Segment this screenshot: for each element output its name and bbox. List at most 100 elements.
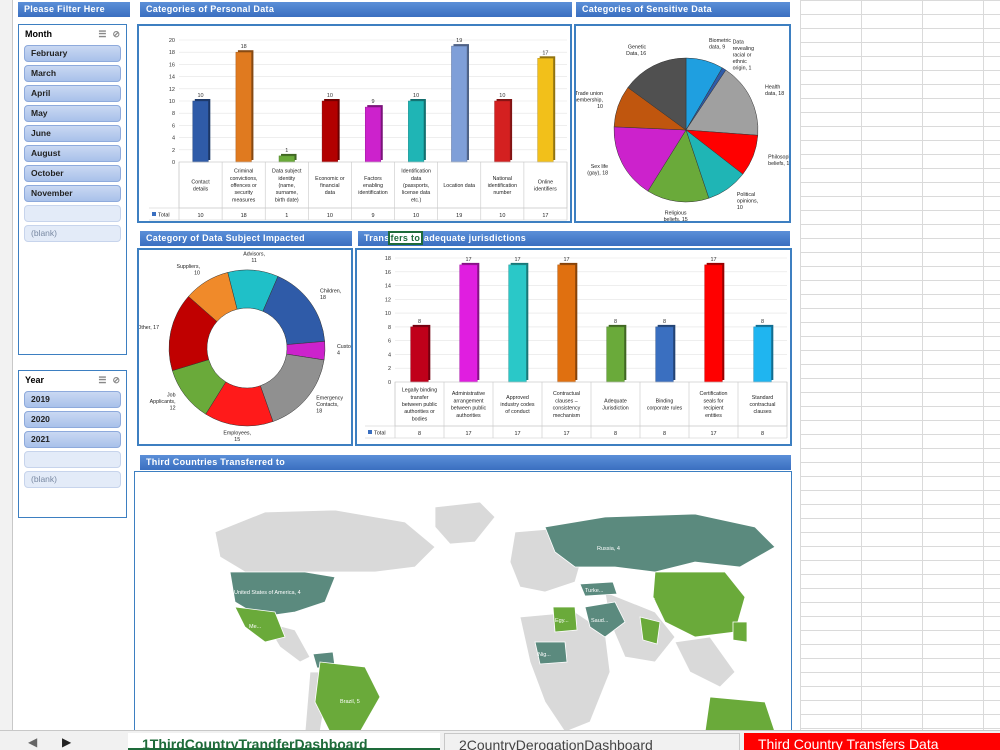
month-slicer-item[interactable]: February — [24, 45, 121, 62]
month-slicer: Month ☰ ⊘ February March April May June Augus… — [18, 24, 127, 355]
y-tick-label: 0 — [172, 160, 175, 166]
category-label: clauses — [754, 409, 772, 415]
bar[interactable] — [557, 264, 576, 383]
empty-cell-grid — [800, 0, 1000, 730]
bar[interactable] — [655, 326, 674, 383]
bar[interactable] — [408, 100, 425, 163]
bar[interactable] — [192, 100, 209, 163]
category-label: seals for — [703, 398, 723, 404]
bar-value-label: 10 — [413, 93, 419, 99]
month-slicer-item[interactable]: May — [24, 105, 121, 122]
year-slicer-item[interactable] — [24, 451, 121, 468]
y-tick-label: 18 — [169, 50, 175, 56]
multi-select-icon[interactable]: ☰ — [98, 374, 107, 385]
next-sheet-icon[interactable]: ▶ — [62, 735, 72, 749]
category-label: details — [193, 187, 209, 193]
slice-label: origin, 1 — [733, 65, 752, 71]
slice-label: Philosophical — [768, 155, 789, 161]
bar[interactable] — [451, 45, 468, 163]
bar[interactable] — [459, 264, 478, 383]
month-slicer-item[interactable]: April — [24, 85, 121, 102]
bar-value-label: 1 — [285, 148, 288, 154]
tab-country-derogation-dashboard[interactable]: 2CountryDerogationDashboard — [444, 733, 740, 750]
bar[interactable] — [537, 58, 554, 163]
bar[interactable] — [508, 264, 527, 383]
y-tick-label: 4 — [388, 352, 391, 358]
map-label-niger: Nig... — [538, 652, 551, 658]
month-slicer-item[interactable]: (blank) — [24, 225, 121, 242]
pie-slice[interactable] — [627, 57, 687, 131]
bar-value-label: 17 — [514, 257, 520, 263]
category-label: Legally binding — [402, 388, 437, 394]
year-slicer-item[interactable]: 2020 — [24, 411, 121, 428]
category-label: Economic or — [315, 176, 345, 182]
category-label: enabling — [363, 183, 383, 189]
selected-cell[interactable]: fers to — [387, 231, 424, 245]
prev-sheet-icon[interactable]: ◀ — [28, 735, 38, 749]
bar[interactable] — [704, 264, 723, 383]
map-india-region — [639, 616, 661, 645]
legend-swatch — [368, 430, 372, 434]
bar[interactable] — [494, 100, 511, 163]
bar[interactable] — [364, 106, 382, 163]
month-slicer-item[interactable]: June — [24, 125, 121, 142]
pie-slice[interactable] — [647, 129, 710, 203]
bar-value-label: 8 — [761, 319, 764, 325]
bar[interactable] — [606, 326, 625, 383]
category-label: consistency — [553, 406, 581, 412]
bar-value-label: 8 — [663, 319, 666, 325]
category-label: Adequate — [604, 398, 627, 404]
y-tick-label: 8 — [172, 111, 175, 117]
table-value: 8 — [614, 431, 617, 437]
table-value: 8 — [761, 431, 764, 437]
month-slicer-item[interactable]: November — [24, 185, 121, 202]
category-label: between public — [402, 402, 438, 408]
slice-label: Children, — [320, 288, 341, 294]
month-slicer-item[interactable]: March — [24, 65, 121, 82]
category-label: Contact — [191, 179, 210, 185]
transfers-chart-panel: 0 2 4 6 8 10 12 14 16 18 8 17 17 17 8 8 17 8 Legally bindi… — [355, 248, 792, 446]
bar[interactable] — [321, 100, 338, 163]
bar[interactable] — [235, 51, 252, 163]
slice-label: Advisors, — [243, 251, 265, 257]
data-subject-chart-panel: Advisors,11Children,18Customers,4Emergen… — [137, 248, 364, 446]
bar[interactable] — [753, 326, 772, 383]
slice-label: Biometric — [709, 38, 731, 44]
year-slicer-item[interactable]: 2019 — [24, 391, 121, 408]
world-map: Russia, 4 United States of America, 4 Ch… — [214, 501, 776, 733]
bar[interactable] — [410, 326, 429, 383]
world-map-panel: Russia, 4 United States of America, 4 Ch… — [134, 471, 792, 733]
map-label-turkey: Turke... — [585, 588, 604, 594]
category-label: Jurisdiction — [602, 406, 629, 412]
clear-filter-icon[interactable]: ⊘ — [112, 374, 120, 385]
month-slicer-item[interactable]: October — [24, 165, 121, 182]
map-label-saudi: Saud... — [591, 618, 609, 624]
category-label: license data — [402, 190, 430, 196]
pie-slice[interactable] — [188, 272, 238, 322]
slice-label: 18 — [320, 295, 326, 301]
tab-third-country-dashboard[interactable]: 1ThirdCountryTrandferDashboard — [128, 733, 440, 750]
slice-label: Genetic — [628, 45, 647, 51]
category-label: identifiers — [534, 187, 557, 193]
bar-value-label: 8 — [418, 319, 421, 325]
slice-label: ethnic — [733, 59, 747, 65]
pie-slice[interactable] — [685, 69, 759, 136]
pie-slice[interactable] — [613, 126, 687, 192]
map-label-china: China, 5 — [635, 598, 656, 604]
category-label: surname, — [276, 190, 298, 196]
multi-select-icon[interactable]: ☰ — [98, 28, 107, 39]
year-slicer-item[interactable]: (blank) — [24, 471, 121, 488]
month-slicer-item[interactable]: August — [24, 145, 121, 162]
bar[interactable] — [278, 155, 295, 163]
category-label: financial — [320, 183, 339, 189]
sensitive-data-chart-panel: Biometric data, 9 Data revealing racial or et… — [572, 24, 799, 223]
map-label-egypt: Egy... — [555, 618, 569, 624]
year-slicer-item[interactable]: 2021 — [24, 431, 121, 448]
year-slicer-list: 2019 2020 2021 (blank) — [19, 391, 126, 488]
pie-slice[interactable] — [260, 353, 325, 422]
tab-third-country-transfers-data[interactable]: Third Country Transfers Data — [744, 733, 1000, 750]
map-canada — [214, 509, 436, 573]
category-label: Contractual — [553, 391, 580, 397]
clear-filter-icon[interactable]: ⊘ — [112, 28, 120, 39]
month-slicer-item[interactable] — [24, 205, 121, 222]
